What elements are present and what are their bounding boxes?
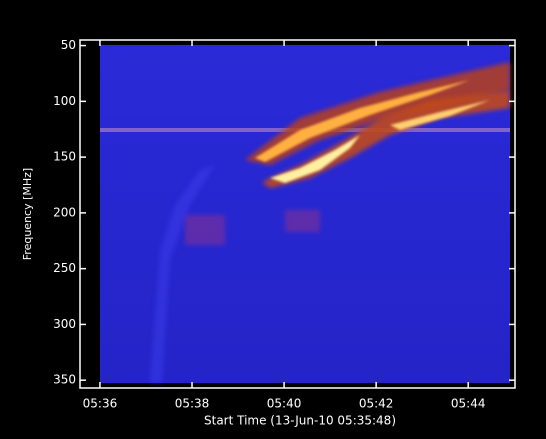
- y-tick-label: 250: [53, 261, 76, 275]
- y-tick-label: 100: [53, 94, 76, 108]
- x-tick-label: 05:40: [267, 397, 302, 411]
- x-tick-label: 05:36: [83, 397, 118, 411]
- y-axis-label: Frequency [MHz]: [21, 168, 34, 260]
- y-tick-label: 350: [53, 373, 76, 387]
- x-tick-label: 05:44: [451, 397, 486, 411]
- x-tick-label: 05:42: [359, 397, 394, 411]
- y-tick-label: 150: [53, 150, 76, 164]
- y-tick-label: 300: [53, 317, 76, 331]
- plot-frame: [79, 39, 516, 389]
- spectrogram: [100, 45, 510, 383]
- y-tick-label: 50: [61, 38, 76, 52]
- y-tick-label: 200: [53, 205, 76, 219]
- x-axis-label: Start Time (13-Jun-10 05:35:48): [204, 414, 396, 428]
- x-tick-label: 05:38: [175, 397, 210, 411]
